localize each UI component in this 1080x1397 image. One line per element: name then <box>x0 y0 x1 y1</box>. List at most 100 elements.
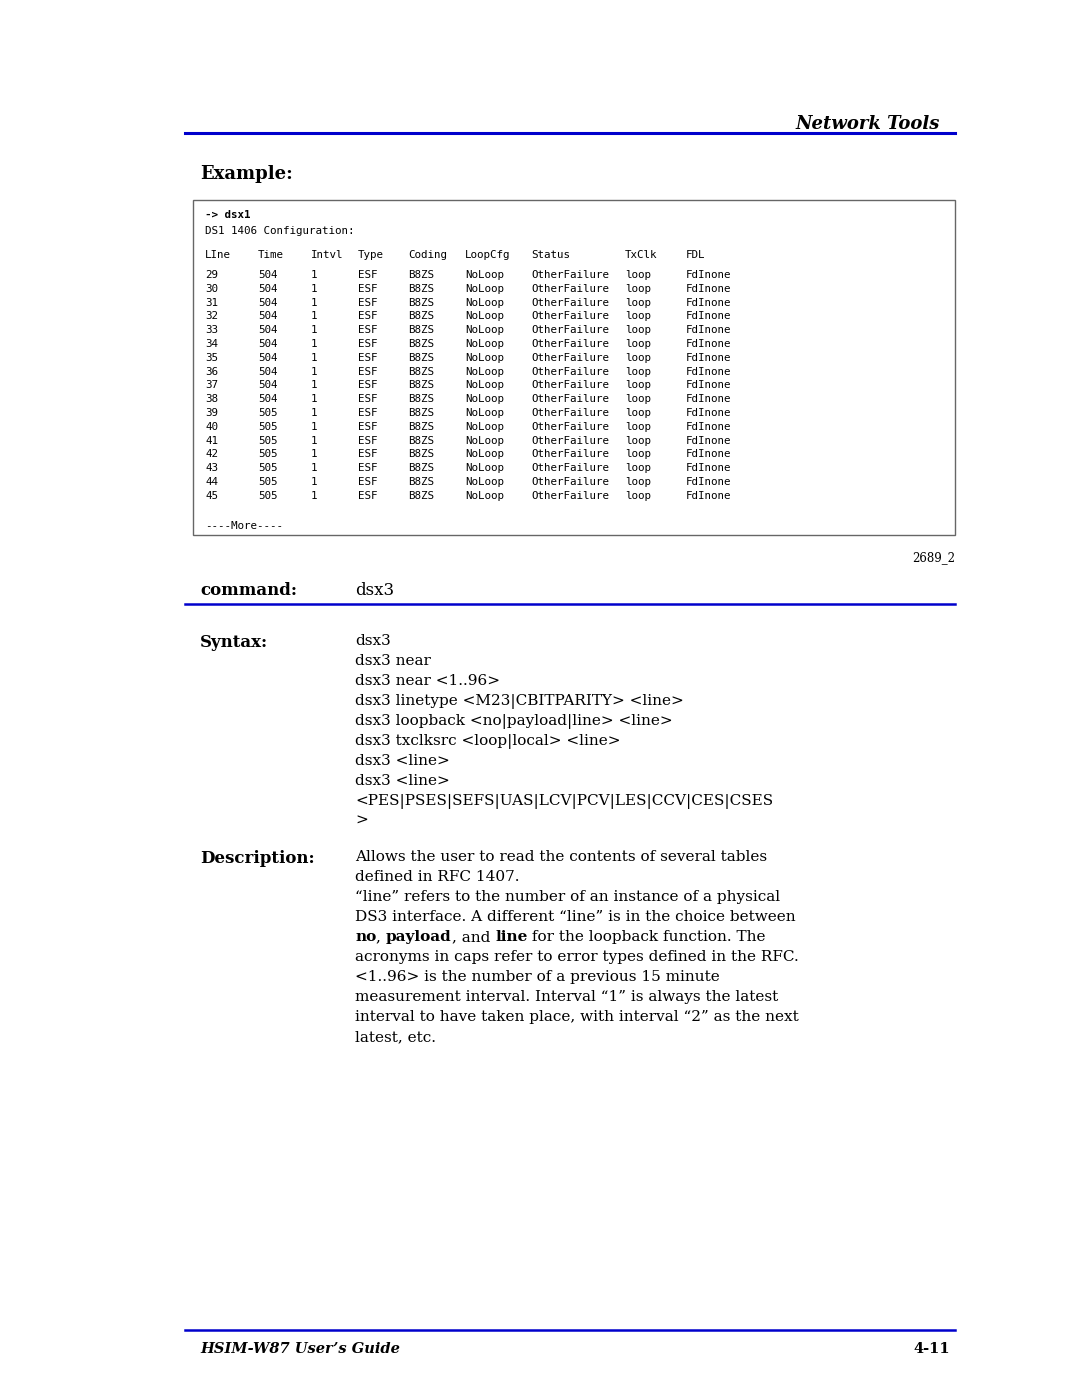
Text: FdInone: FdInone <box>686 339 731 349</box>
Text: loop: loop <box>625 270 651 279</box>
Text: ESF: ESF <box>357 326 378 335</box>
Text: loop: loop <box>625 284 651 293</box>
Text: OtherFailure: OtherFailure <box>531 353 609 363</box>
Text: 505: 505 <box>258 422 278 432</box>
Text: 44: 44 <box>205 476 218 488</box>
Text: OtherFailure: OtherFailure <box>531 476 609 488</box>
Text: 504: 504 <box>258 326 278 335</box>
Text: <PES|PSES|SEFS|UAS|LCV|PCV|LES|CCV|CES|CSES: <PES|PSES|SEFS|UAS|LCV|PCV|LES|CCV|CES|C… <box>355 793 773 809</box>
Text: 42: 42 <box>205 450 218 460</box>
Text: 40: 40 <box>205 422 218 432</box>
Text: NoLoop: NoLoop <box>465 436 504 446</box>
Text: NoLoop: NoLoop <box>465 270 504 279</box>
Text: 43: 43 <box>205 464 218 474</box>
Text: OtherFailure: OtherFailure <box>531 312 609 321</box>
Text: loop: loop <box>625 394 651 404</box>
Text: B8ZS: B8ZS <box>408 312 434 321</box>
Text: B8ZS: B8ZS <box>408 380 434 390</box>
Text: dsx3 linetype <M23|CBITPARITY> <line>: dsx3 linetype <M23|CBITPARITY> <line> <box>355 694 684 710</box>
Text: dsx3: dsx3 <box>355 634 391 648</box>
Text: >: > <box>355 814 368 828</box>
Text: 45: 45 <box>205 490 218 500</box>
Text: B8ZS: B8ZS <box>408 366 434 377</box>
Text: Type: Type <box>357 250 384 260</box>
Text: NoLoop: NoLoop <box>465 366 504 377</box>
Text: B8ZS: B8ZS <box>408 270 434 279</box>
Text: OtherFailure: OtherFailure <box>531 366 609 377</box>
Text: 1: 1 <box>311 380 318 390</box>
Text: FdInone: FdInone <box>686 450 731 460</box>
Text: 1: 1 <box>311 312 318 321</box>
Text: loop: loop <box>625 422 651 432</box>
Text: 505: 505 <box>258 408 278 418</box>
Text: ,: , <box>376 930 386 944</box>
Text: 32: 32 <box>205 312 218 321</box>
Text: FdInone: FdInone <box>686 422 731 432</box>
Text: 2689_2: 2689_2 <box>912 550 955 564</box>
Text: FdInone: FdInone <box>686 353 731 363</box>
Text: NoLoop: NoLoop <box>465 490 504 500</box>
Text: LIne: LIne <box>205 250 231 260</box>
Text: 1: 1 <box>311 353 318 363</box>
Text: NoLoop: NoLoop <box>465 298 504 307</box>
Text: measurement interval. Interval “1” is always the latest: measurement interval. Interval “1” is al… <box>355 990 779 1004</box>
Text: B8ZS: B8ZS <box>408 298 434 307</box>
Text: NoLoop: NoLoop <box>465 422 504 432</box>
Text: 1: 1 <box>311 326 318 335</box>
Text: 34: 34 <box>205 339 218 349</box>
FancyBboxPatch shape <box>193 200 955 535</box>
Text: acronyms in caps refer to error types defined in the RFC.: acronyms in caps refer to error types de… <box>355 950 799 964</box>
Text: ESF: ESF <box>357 464 378 474</box>
Text: 1: 1 <box>311 284 318 293</box>
Text: FdInone: FdInone <box>686 312 731 321</box>
Text: 505: 505 <box>258 436 278 446</box>
Text: OtherFailure: OtherFailure <box>531 490 609 500</box>
Text: OtherFailure: OtherFailure <box>531 284 609 293</box>
Text: ESF: ESF <box>357 366 378 377</box>
Text: dsx3 near <1..96>: dsx3 near <1..96> <box>355 673 500 687</box>
Text: 1: 1 <box>311 436 318 446</box>
Text: Example:: Example: <box>200 165 293 183</box>
Text: ESF: ESF <box>357 353 378 363</box>
Text: Network Tools: Network Tools <box>796 115 940 133</box>
Text: ESF: ESF <box>357 270 378 279</box>
Text: 36: 36 <box>205 366 218 377</box>
Text: loop: loop <box>625 298 651 307</box>
Text: 1: 1 <box>311 476 318 488</box>
Text: Time: Time <box>258 250 284 260</box>
Text: FdInone: FdInone <box>686 436 731 446</box>
Text: 37: 37 <box>205 380 218 390</box>
Text: dsx3 txclksrc <loop|local> <line>: dsx3 txclksrc <loop|local> <line> <box>355 733 621 749</box>
Text: loop: loop <box>625 353 651 363</box>
Text: 505: 505 <box>258 490 278 500</box>
Text: OtherFailure: OtherFailure <box>531 408 609 418</box>
Text: B8ZS: B8ZS <box>408 284 434 293</box>
Text: OtherFailure: OtherFailure <box>531 450 609 460</box>
Text: B8ZS: B8ZS <box>408 476 434 488</box>
Text: interval to have taken place, with interval “2” as the next: interval to have taken place, with inter… <box>355 1010 799 1024</box>
Text: FdInone: FdInone <box>686 284 731 293</box>
Text: ESF: ESF <box>357 490 378 500</box>
Text: Status: Status <box>531 250 570 260</box>
Text: loop: loop <box>625 326 651 335</box>
Text: OtherFailure: OtherFailure <box>531 339 609 349</box>
Text: B8ZS: B8ZS <box>408 353 434 363</box>
Text: NoLoop: NoLoop <box>465 312 504 321</box>
Text: 504: 504 <box>258 298 278 307</box>
Text: DS1 1406 Configuration:: DS1 1406 Configuration: <box>205 226 354 236</box>
Text: loop: loop <box>625 464 651 474</box>
Text: FdInone: FdInone <box>686 380 731 390</box>
Text: 33: 33 <box>205 326 218 335</box>
Text: OtherFailure: OtherFailure <box>531 422 609 432</box>
Text: dsx3: dsx3 <box>355 583 394 599</box>
Text: 1: 1 <box>311 422 318 432</box>
Text: FdInone: FdInone <box>686 490 731 500</box>
Text: ESF: ESF <box>357 312 378 321</box>
Text: Intvl: Intvl <box>311 250 343 260</box>
Text: ESF: ESF <box>357 298 378 307</box>
Text: line: line <box>495 930 527 944</box>
Text: B8ZS: B8ZS <box>408 450 434 460</box>
Text: no: no <box>355 930 376 944</box>
Text: ESF: ESF <box>357 284 378 293</box>
Text: 1: 1 <box>311 464 318 474</box>
